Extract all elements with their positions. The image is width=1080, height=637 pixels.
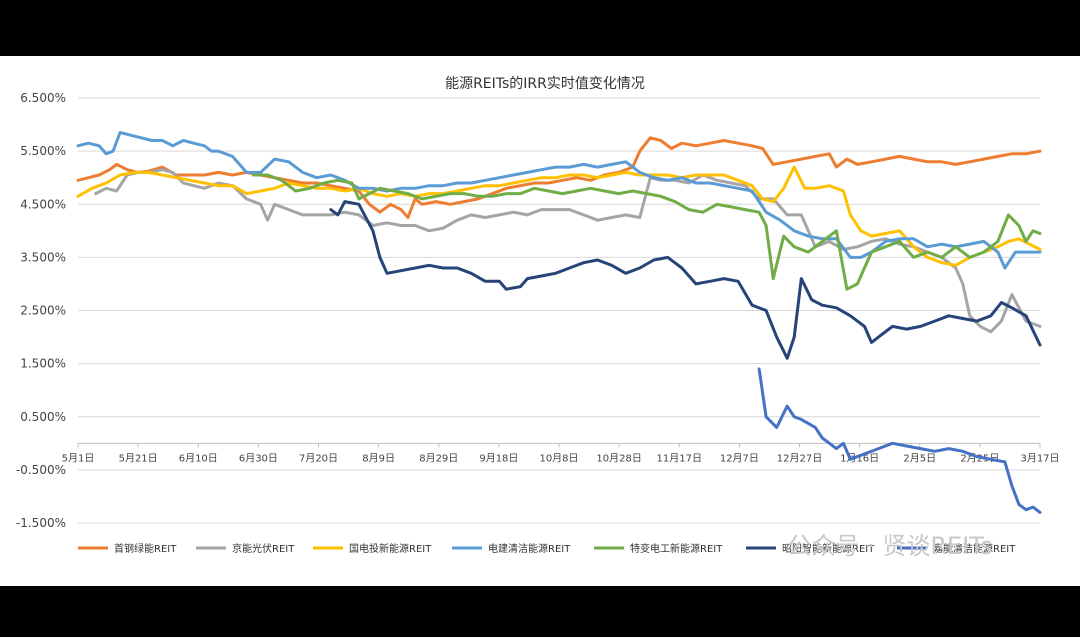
x-tick-label: 10月8日 [539,452,578,464]
x-tick-label: 12月7日 [720,452,759,464]
legend-label: 特变电工新能源REIT [630,542,723,555]
x-tick-label: 5月1日 [62,452,95,464]
y-tick-label: -0.500% [16,463,66,477]
y-tick-label: 3.500% [20,250,66,264]
legend-label: 国电投新能源REIT [349,542,432,555]
chart-frame: 能源REITs的IRR实时值变化情况 -1.500% -0.500% 0.500% 1… [0,56,1080,586]
x-tick-label: 9月18日 [479,452,518,464]
y-tick-label: 4.500% [20,197,66,211]
series-line [76,131,1042,270]
legend-label: 首钢绿能REIT [114,542,177,555]
series-line [757,367,1042,514]
x-tick-label: 6月30日 [239,452,278,464]
watermark-text: 公众号 · 贤谈REITs [788,532,993,560]
y-tick-label: -1.500% [16,516,66,530]
x-tick-label: 2月5日 [903,452,936,464]
legend-label: 嘉能清洁能源REIT [933,542,1016,555]
legend: 首钢绿能REIT 京能光伏REIT 国电投新能源REIT 电建清洁能源REIT 特变电工… [78,542,1016,555]
y-tick-label: 1.500% [20,357,66,371]
x-tick-label: 12月27日 [777,452,822,464]
x-tick-label: 3月17日 [1020,452,1059,464]
y-tick-label: 6.500% [20,91,66,105]
y-tick-label: 0.500% [20,410,66,424]
x-tick-label: 1月16日 [840,452,879,464]
legend-label: 电建清洁能源REIT [488,542,571,555]
series-line [329,200,1042,360]
y-axis: -1.500% -0.500% 0.500% 1.500% 2.500% 3.500% 4.… [16,91,66,530]
x-tick-label: 5月21日 [119,452,158,464]
x-tick-label: 7月20日 [299,452,338,464]
chart-title: 能源REITs的IRR实时值变化情况 [445,76,645,92]
x-tick-label: 8月9日 [362,452,395,464]
x-axis: 5月1日 5月21日 6月10日 6月30日 7月20日 8月9日 8月29日 9月18日 10… [62,442,1060,464]
legend-label: 京能光伏REIT [232,542,295,555]
series-line [76,165,1042,267]
y-tick-label: 5.500% [20,144,66,158]
grid [78,97,1040,524]
x-tick-label: 6月10日 [179,452,218,464]
legend-label: 昭阳智能新能源REIT [782,542,875,555]
line-chart: 能源REITs的IRR实时值变化情况 -1.500% -0.500% 0.500% 1… [16,76,1060,560]
y-tick-label: 2.500% [20,304,66,318]
x-tick-label: 10月28日 [596,452,641,464]
x-tick-label: 11月17日 [657,452,702,464]
series-line [76,136,1042,219]
x-tick-label: 8月29日 [419,452,458,464]
series-lines [76,131,1042,514]
series-line [252,173,1042,291]
